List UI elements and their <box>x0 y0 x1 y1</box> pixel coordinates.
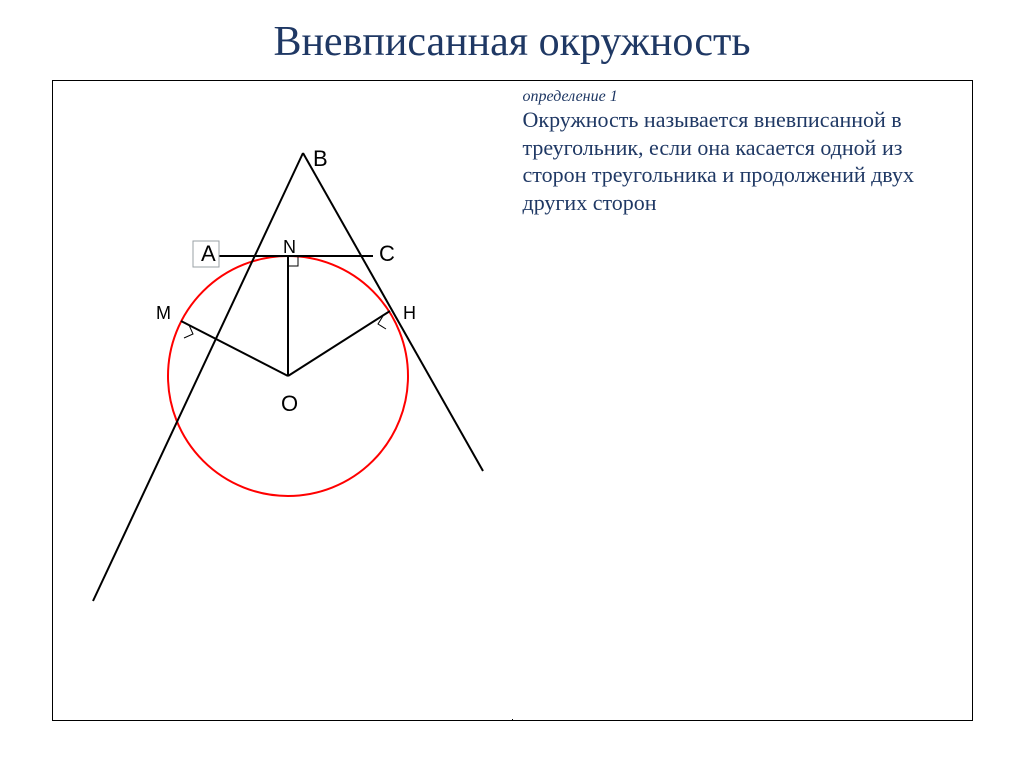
page-root: Вневписанная окружность B A C N M H O определе… <box>0 0 1024 767</box>
definition-body: Окружность называется вневписанной в тре… <box>523 106 962 216</box>
definition-label: определение 1 <box>523 87 962 106</box>
point-label-O: O <box>281 391 298 416</box>
point-label-C: C <box>379 241 395 266</box>
point-label-B: B <box>313 146 328 171</box>
point-label-H: H <box>403 303 416 323</box>
point-label-A: A <box>201 241 216 266</box>
text-cell: определение 1 Окружность называется внев… <box>512 81 972 721</box>
point-label-M: M <box>156 303 171 323</box>
excircle-diagram: B A C N M H O <box>53 81 513 719</box>
content-table: B A C N M H O определение 1 Окружность называе… <box>52 80 973 721</box>
page-title: Вневписанная окружность <box>0 0 1024 80</box>
point-label-N: N <box>283 237 296 257</box>
diagram-cell: B A C N M H O <box>52 81 512 721</box>
